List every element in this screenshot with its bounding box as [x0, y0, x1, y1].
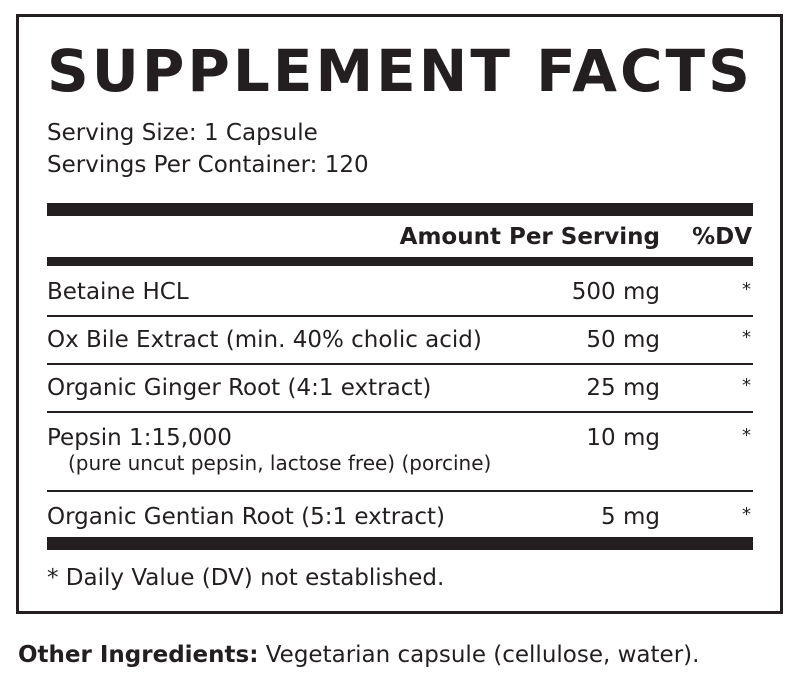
ingredient-name: Organic Gentian Root (5:1 extract): [47, 504, 445, 530]
ingredient-detail: (pure uncut pepsin, lactose free) (porci…: [68, 451, 492, 475]
row-divider: [47, 490, 753, 492]
title: SUPPLEMENT FACTS: [47, 37, 753, 105]
ingredient-dv: *: [742, 279, 751, 300]
serving-size: Serving Size: 1 Capsule: [47, 120, 318, 146]
servings-per-container: Servings Per Container: 120: [47, 152, 369, 178]
divider-thick: [47, 203, 753, 216]
other-ingredients: Other Ingredients: Vegetarian capsule (c…: [18, 640, 699, 670]
row-divider: [47, 315, 753, 317]
footnote: * Daily Value (DV) not established.: [47, 565, 445, 591]
divider-medium: [47, 257, 753, 266]
ingredient-amount: 25 mg: [586, 375, 660, 401]
row-divider: [47, 363, 753, 365]
ingredient-name: Pepsin 1:15,000: [47, 425, 232, 451]
ingredient-name: Ox Bile Extract (min. 40% cholic acid): [47, 327, 482, 353]
ingredient-amount: 5 mg: [601, 504, 660, 530]
column-header: %DV: [692, 224, 752, 250]
ingredient-amount: 50 mg: [586, 327, 660, 353]
ingredient-dv: *: [742, 425, 751, 446]
ingredient-dv: *: [742, 375, 751, 396]
ingredient-name: Organic Ginger Root (4:1 extract): [47, 375, 432, 401]
other-ingredients-text: Vegetarian capsule (cellulose, water).: [265, 642, 700, 668]
column-header: Amount Per Serving: [399, 224, 660, 250]
ingredient-dv: *: [742, 327, 751, 348]
ingredient-amount: 500 mg: [571, 279, 660, 305]
divider-thick: [47, 537, 753, 550]
ingredient-amount: 10 mg: [586, 425, 660, 451]
ingredient-name: Betaine HCL: [47, 279, 189, 305]
other-ingredients-label: Other Ingredients:: [18, 642, 259, 668]
ingredient-dv: *: [742, 504, 751, 525]
row-divider: [47, 411, 753, 413]
facts-box: [16, 14, 783, 614]
